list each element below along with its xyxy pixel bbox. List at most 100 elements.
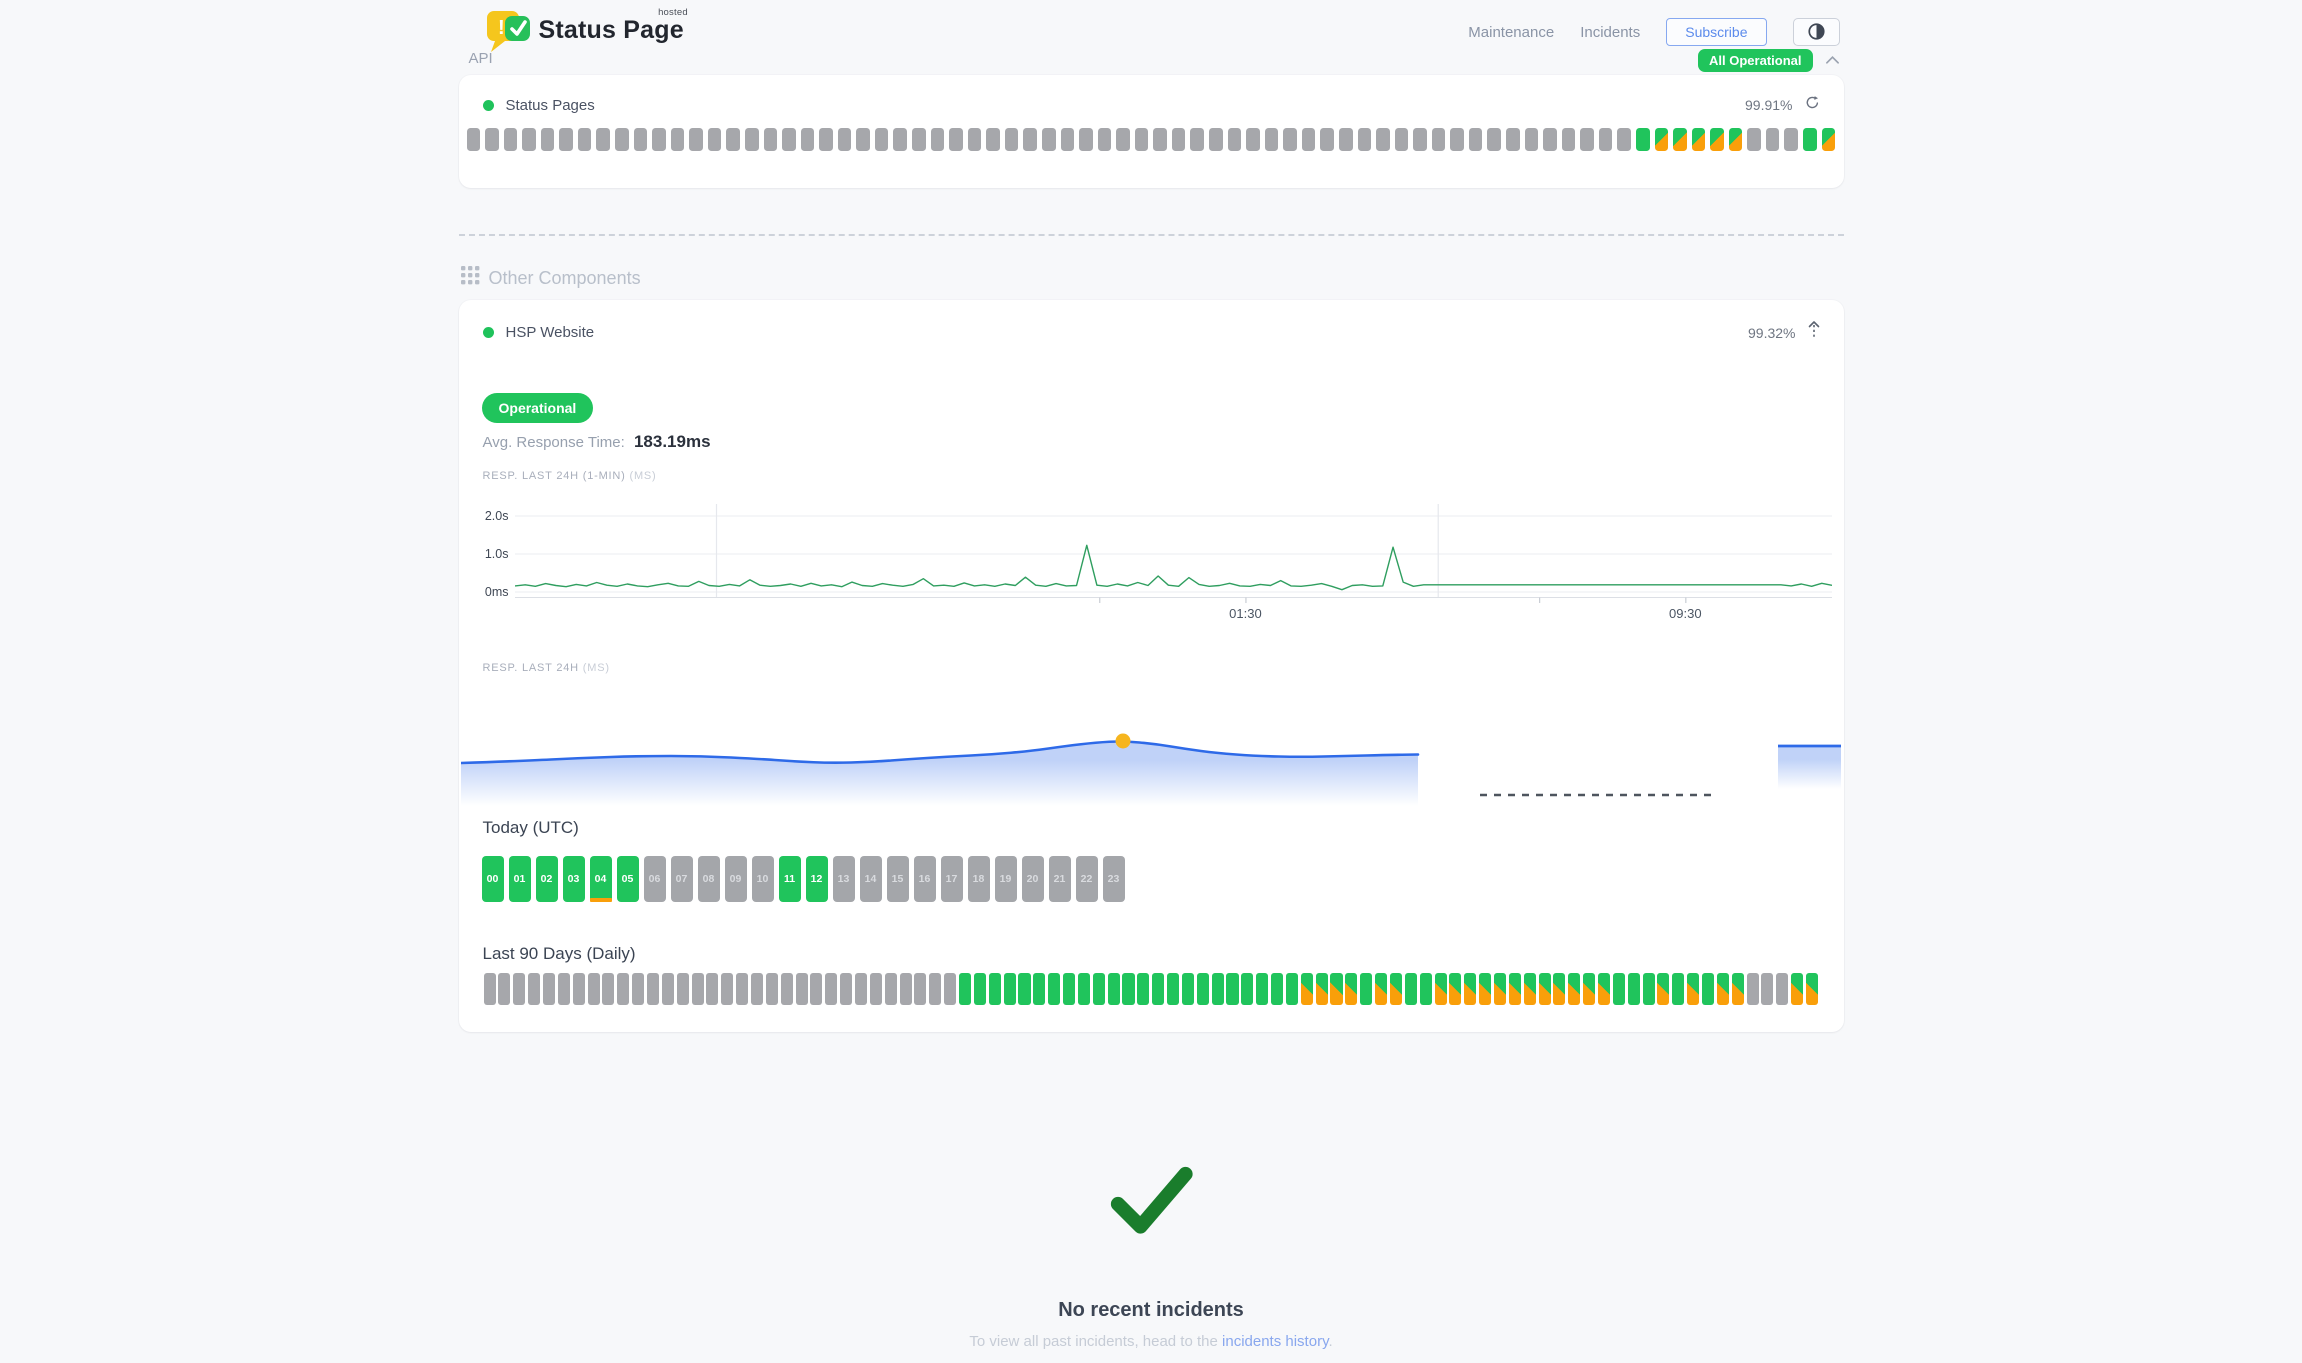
uptime-bar-no-data[interactable]: [1394, 128, 1409, 151]
uptime-bar-partial-outage[interactable]: [1805, 973, 1819, 1005]
uptime-bar-no-data[interactable]: [795, 973, 808, 1005]
uptime-bar-operational[interactable]: [1122, 973, 1135, 1005]
uptime-bar-no-data[interactable]: [1079, 128, 1093, 151]
uptime-bar-no-data[interactable]: [1153, 128, 1167, 151]
hour-block-20[interactable]: 20: [1021, 856, 1044, 902]
uptime-bar-no-data[interactable]: [930, 128, 945, 151]
uptime-bar-no-data[interactable]: [837, 128, 852, 151]
uptime-bar-no-data[interactable]: [1227, 128, 1242, 151]
uptime-bar-no-data[interactable]: [1761, 973, 1774, 1005]
uptime-bar-no-data[interactable]: [1450, 128, 1464, 151]
uptime-bar-no-data[interactable]: [856, 128, 870, 151]
uptime-bar-partial-outage[interactable]: [1568, 973, 1581, 1005]
uptime-bar-partial-outage[interactable]: [1538, 973, 1551, 1005]
uptime-bar-operational[interactable]: [1672, 973, 1685, 1005]
incidents-history-link[interactable]: incidents history: [1222, 1333, 1329, 1350]
hour-block-17[interactable]: 17: [940, 856, 963, 902]
uptime-bar-no-data[interactable]: [1171, 128, 1186, 151]
uptime-bar-operational[interactable]: [1077, 973, 1090, 1005]
uptime-bar-operational[interactable]: [959, 973, 972, 1005]
uptime-bar-partial-outage[interactable]: [1375, 973, 1388, 1005]
uptime-bar-no-data[interactable]: [744, 128, 759, 151]
uptime-bar-operational[interactable]: [1360, 973, 1373, 1005]
uptime-bar-no-data[interactable]: [559, 128, 573, 151]
uptime-bar-no-data[interactable]: [466, 128, 481, 151]
uptime-bar-operational[interactable]: [1152, 973, 1165, 1005]
uptime-bar-no-data[interactable]: [1060, 128, 1075, 151]
uptime-bar-no-data[interactable]: [1023, 128, 1037, 151]
uptime-bar-operational[interactable]: [973, 973, 986, 1005]
hour-block-05[interactable]: 05: [616, 856, 639, 902]
hour-block-11[interactable]: 11: [778, 856, 801, 902]
collapse-arrow-up-icon[interactable]: [1808, 320, 1820, 345]
uptime-bar-partial-outage[interactable]: [1597, 973, 1611, 1005]
uptime-bar-no-data[interactable]: [513, 973, 526, 1005]
uptime-bar-no-data[interactable]: [1264, 128, 1279, 151]
hour-block-07[interactable]: 07: [670, 856, 693, 902]
subscribe-button[interactable]: Subscribe: [1666, 18, 1767, 46]
uptime-bar-no-data[interactable]: [869, 973, 882, 1005]
uptime-bar-no-data[interactable]: [596, 128, 610, 151]
uptime-bar-operational[interactable]: [1612, 973, 1625, 1005]
uptime-bar-no-data[interactable]: [1580, 128, 1594, 151]
uptime-bar-partial-outage[interactable]: [1553, 973, 1566, 1005]
uptime-bar-no-data[interactable]: [1747, 128, 1761, 151]
uptime-bar-no-data[interactable]: [884, 973, 897, 1005]
uptime-bar-no-data[interactable]: [706, 973, 719, 1005]
uptime-bar-operational[interactable]: [1256, 973, 1269, 1005]
uptime-bar-no-data[interactable]: [854, 973, 868, 1005]
hour-block-03[interactable]: 03: [562, 856, 585, 902]
uptime-bar-operational[interactable]: [1167, 973, 1180, 1005]
response-area-chart[interactable]: [460, 706, 1841, 806]
uptime-bar-operational[interactable]: [1419, 973, 1432, 1005]
uptime-bar-no-data[interactable]: [602, 973, 615, 1005]
uptime-bar-no-data[interactable]: [557, 973, 570, 1005]
uptime-bar-partial-outage[interactable]: [1523, 973, 1536, 1005]
hour-block-18[interactable]: 18: [967, 856, 990, 902]
uptime-bar-no-data[interactable]: [1246, 128, 1260, 151]
uptime-bar-no-data[interactable]: [615, 128, 629, 151]
uptime-bar-no-data[interactable]: [676, 973, 689, 1005]
uptime-bar-operational[interactable]: [1003, 973, 1016, 1005]
uptime-bar-operational[interactable]: [1404, 973, 1417, 1005]
uptime-bar-no-data[interactable]: [944, 973, 957, 1005]
uptime-bar-partial-outage[interactable]: [1716, 973, 1729, 1005]
uptime-bar-partial-outage[interactable]: [1493, 973, 1506, 1005]
uptime-bar-partial-outage[interactable]: [1791, 973, 1804, 1005]
hour-block-12[interactable]: 12: [805, 856, 828, 902]
uptime-bar-no-data[interactable]: [483, 973, 496, 1005]
uptime-bar-no-data[interactable]: [1004, 128, 1019, 151]
uptime-bar-partial-outage[interactable]: [1657, 973, 1670, 1005]
uptime-bar-no-data[interactable]: [810, 973, 823, 1005]
uptime-bar-partial-outage[interactable]: [1315, 973, 1328, 1005]
uptime-bar-operational[interactable]: [1271, 973, 1284, 1005]
uptime-bar-partial-outage[interactable]: [1464, 973, 1477, 1005]
uptime-bar-operational[interactable]: [1181, 973, 1194, 1005]
uptime-bar-no-data[interactable]: [1617, 128, 1631, 151]
uptime-bar-no-data[interactable]: [1776, 973, 1789, 1005]
uptime-bar-operational[interactable]: [1033, 973, 1046, 1005]
uptime-bar-no-data[interactable]: [1320, 128, 1334, 151]
hour-block-10[interactable]: 10: [751, 856, 774, 902]
hour-block-15[interactable]: 15: [886, 856, 909, 902]
hour-block-08[interactable]: 08: [697, 856, 720, 902]
uptime-bar-no-data[interactable]: [1543, 128, 1557, 151]
uptime-bar-no-data[interactable]: [1413, 128, 1427, 151]
uptime-bar-no-data[interactable]: [498, 973, 511, 1005]
uptime-bar-no-data[interactable]: [967, 128, 982, 151]
nav-incidents[interactable]: Incidents: [1580, 23, 1641, 41]
hour-block-16[interactable]: 16: [913, 856, 936, 902]
uptime-bar-no-data[interactable]: [819, 128, 833, 151]
hour-block-14[interactable]: 14: [859, 856, 882, 902]
hour-block-00[interactable]: 00: [481, 856, 504, 902]
uptime-bar-no-data[interactable]: [1487, 128, 1501, 151]
uptime-bar-operational[interactable]: [1803, 128, 1817, 151]
uptime-bar-partial-outage[interactable]: [1508, 973, 1521, 1005]
uptime-bar-no-data[interactable]: [874, 128, 889, 151]
uptime-bar-no-data[interactable]: [1338, 128, 1353, 151]
hour-block-21[interactable]: 21: [1048, 856, 1071, 902]
uptime-bar-no-data[interactable]: [577, 128, 592, 151]
uptime-bar-no-data[interactable]: [485, 128, 499, 151]
uptime-bar-no-data[interactable]: [1431, 128, 1446, 151]
uptime-bar-partial-outage[interactable]: [1583, 973, 1596, 1005]
